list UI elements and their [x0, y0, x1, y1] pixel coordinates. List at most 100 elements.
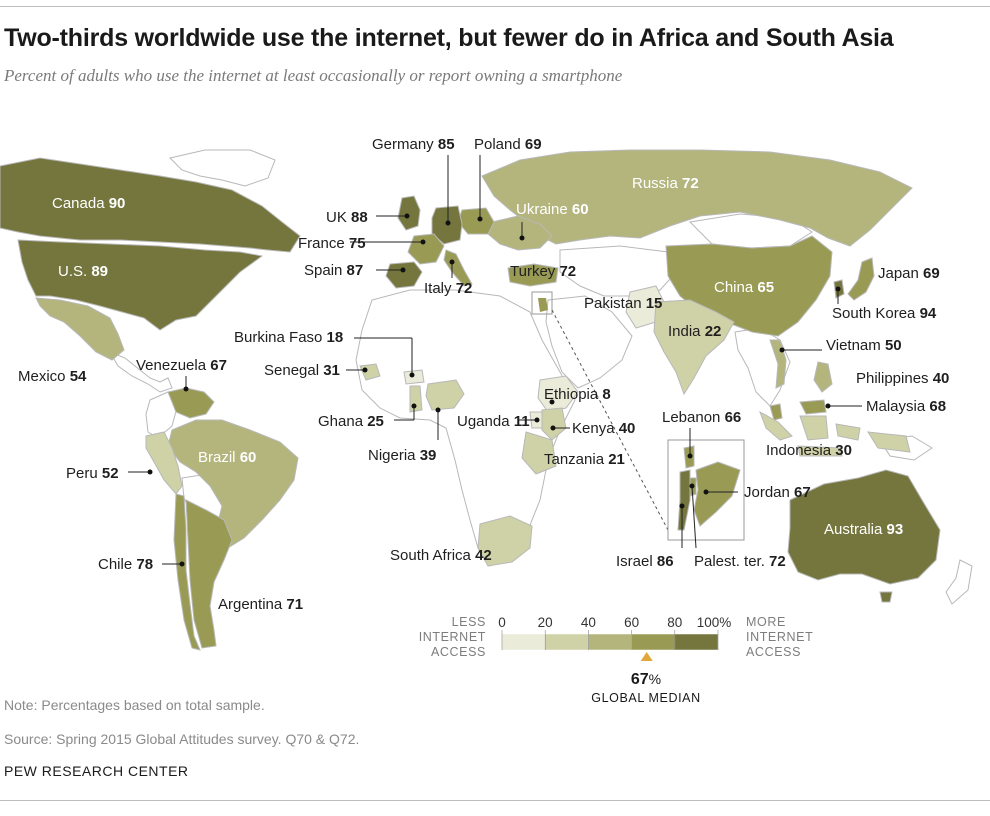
- leader-dot-france: [420, 239, 426, 245]
- label-turkey: Turkey 72: [510, 263, 576, 280]
- label-name-italy: Italy: [424, 280, 456, 297]
- label-name-china: China: [714, 279, 757, 296]
- label-name-ethiopia: Ethiopia: [544, 386, 602, 403]
- label-name-germany: Germany: [372, 136, 438, 153]
- leader-dot-ghana: [411, 403, 417, 409]
- country-australia: [787, 469, 941, 585]
- label-name-australia: Australia: [824, 521, 887, 538]
- label-ethiopia: Ethiopia 8: [544, 386, 611, 403]
- label-value-brazil: 60: [240, 449, 257, 466]
- legend-tick-3: 60: [624, 615, 639, 630]
- country-south-africa: [477, 515, 533, 567]
- country-spain: [385, 261, 423, 289]
- country-us: [17, 239, 264, 331]
- label-brazil: Brazil 60: [198, 449, 256, 466]
- landmasses: [0, 149, 973, 651]
- leader-dot-ethiopia: [549, 399, 555, 405]
- label-mexico: Mexico 54: [18, 368, 87, 385]
- country-mexico: [35, 297, 125, 361]
- label-value-uganda: 11: [514, 413, 530, 430]
- label-australia: Australia 93: [824, 521, 903, 538]
- label-name-france: France: [298, 235, 349, 252]
- country-brazil: [167, 419, 299, 549]
- label-japan: Japan 69: [878, 265, 940, 282]
- label-value-chile: 78: [136, 556, 153, 573]
- label-name-philippines: Philippines: [856, 370, 933, 387]
- label-value-germany: 85: [438, 136, 455, 153]
- label-value-venezuela: 67: [210, 357, 227, 374]
- leader-dot-lebanon: [687, 453, 693, 459]
- label-jordan: Jordan 67: [744, 484, 811, 501]
- label-value-lebanon: 66: [725, 409, 742, 426]
- legend-less-line3: ACCESS: [431, 645, 486, 659]
- country-uk: [397, 195, 421, 231]
- label-israel: Israel 86: [616, 553, 674, 570]
- legend-tick-1: 20: [538, 615, 553, 630]
- label-philippines: Philippines 40: [856, 370, 949, 387]
- label-value-poland: 69: [525, 136, 542, 153]
- leader-dot-jordan: [703, 489, 709, 495]
- label-indonesia: Indonesia 30: [766, 442, 852, 459]
- label-value-ghana: 25: [367, 413, 384, 430]
- leader-dot-ukraine: [519, 235, 525, 241]
- label-china: China 65: [714, 279, 774, 296]
- label-value-australia: 93: [887, 521, 904, 538]
- country-kenya: [541, 407, 567, 441]
- legend-more-line2: INTERNET: [746, 630, 813, 644]
- label-name-senegal: Senegal: [264, 362, 323, 379]
- label-value-tanzania: 21: [608, 451, 625, 468]
- top-rule: [0, 6, 990, 7]
- label-south-africa: South Africa 42: [390, 547, 492, 564]
- label-value-india: 22: [705, 323, 722, 340]
- bottom-rule: [0, 800, 990, 801]
- country-philippines: [813, 361, 833, 393]
- source-text: Source: Spring 2015 Global Attitudes sur…: [4, 731, 360, 747]
- leader-palestinian-territories: [691, 485, 697, 549]
- label-name-argentina: Argentina: [218, 596, 286, 613]
- label-value-burkina-faso: 18: [327, 329, 344, 346]
- arabia-shape: [545, 295, 633, 389]
- legend-more-line1: MORE: [746, 615, 786, 629]
- country-japan: [847, 257, 875, 301]
- country-nigeria: [425, 379, 465, 411]
- label-name-kenya: Kenya: [572, 420, 619, 437]
- median-label: GLOBAL MEDIAN: [591, 691, 700, 705]
- country-ghana: [409, 385, 423, 413]
- label-value-senegal: 31: [323, 362, 340, 379]
- legend-bin-40-60: [588, 633, 632, 651]
- label-venezuela: Venezuela 67: [136, 357, 227, 374]
- legend-tick-2: 40: [581, 615, 596, 630]
- label-name-russia: Russia: [632, 175, 682, 192]
- credit-text: PEW RESEARCH CENTER: [4, 763, 189, 779]
- label-name-canada: Canada: [52, 195, 109, 212]
- leader-dot-peru: [147, 469, 153, 475]
- label-peru: Peru 52: [66, 465, 119, 482]
- label-name-vietnam: Vietnam: [826, 337, 885, 354]
- country-canada: [0, 157, 301, 253]
- label-name-uk: UK: [326, 209, 351, 226]
- country-italy: [443, 249, 473, 287]
- label-value-ukraine: 60: [572, 201, 589, 218]
- label-uganda: Uganda 11: [457, 413, 530, 430]
- middle-east-locator-shape: [538, 298, 548, 312]
- leader-dot-italy: [449, 259, 455, 265]
- leader-dot-nigeria: [435, 407, 441, 413]
- label-value-china: 65: [757, 279, 774, 296]
- label-name-chile: Chile: [98, 556, 136, 573]
- country-venezuela: [167, 387, 215, 419]
- note-text: Note: Percentages based on total sample.: [4, 697, 265, 713]
- legend-bin-60-80: [631, 633, 676, 651]
- leader-dot-south-korea: [835, 286, 841, 292]
- legend-less-line1: LESS: [452, 615, 486, 629]
- leader-dot-venezuela: [183, 386, 189, 392]
- leader-dot-kenya: [550, 425, 556, 431]
- leader-dot-uk: [404, 213, 410, 219]
- country-peru: [145, 431, 183, 495]
- label-france: France 75: [298, 235, 366, 252]
- label-lebanon: Lebanon 66: [662, 409, 741, 426]
- label-name-south-korea: South Korea: [832, 305, 920, 322]
- label-burkina-faso: Burkina Faso 18: [234, 329, 343, 346]
- label-value-turkey: 72: [559, 263, 576, 280]
- label-value-jordan: 67: [794, 484, 811, 501]
- country-chile: [173, 493, 201, 651]
